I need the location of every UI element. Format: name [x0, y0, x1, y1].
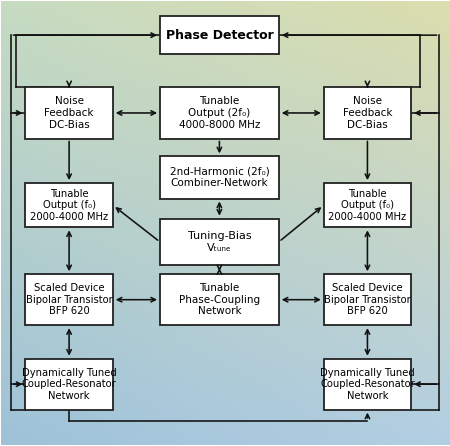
- Bar: [25, 359, 113, 410]
- Bar: [324, 359, 411, 410]
- Text: Tunable
Output (2f₀)
4000-8000 MHz: Tunable Output (2f₀) 4000-8000 MHz: [179, 96, 260, 129]
- Bar: [160, 87, 279, 139]
- Text: Dynamically Tuned
Coupled-Resonator
Network: Dynamically Tuned Coupled-Resonator Netw…: [320, 368, 415, 401]
- Text: Dynamically Tuned
Coupled-Resonator
Network: Dynamically Tuned Coupled-Resonator Netw…: [22, 368, 117, 401]
- Text: Tuning-Bias
Vₜᵤₙₑ: Tuning-Bias Vₜᵤₙₑ: [188, 231, 251, 253]
- Bar: [324, 183, 411, 227]
- Bar: [25, 183, 113, 227]
- Text: Tunable
Output (f₀)
2000-4000 MHz: Tunable Output (f₀) 2000-4000 MHz: [328, 189, 406, 222]
- Text: 2nd-Harmonic (2f₀)
Combiner-Network: 2nd-Harmonic (2f₀) Combiner-Network: [170, 167, 269, 188]
- Bar: [25, 274, 113, 325]
- Text: Scaled Device
Bipolar Transistor
BFP 620: Scaled Device Bipolar Transistor BFP 620: [26, 283, 113, 316]
- Text: Noise
Feedback
DC-Bias: Noise Feedback DC-Bias: [343, 96, 392, 129]
- Bar: [160, 16, 279, 54]
- Text: Tunable
Output (f₀)
2000-4000 MHz: Tunable Output (f₀) 2000-4000 MHz: [30, 189, 108, 222]
- Bar: [160, 274, 279, 325]
- Bar: [324, 274, 411, 325]
- Text: Noise
Feedback
DC-Bias: Noise Feedback DC-Bias: [45, 96, 94, 129]
- Bar: [324, 87, 411, 139]
- Bar: [25, 87, 113, 139]
- Text: Tunable
Phase-Coupling
Network: Tunable Phase-Coupling Network: [179, 283, 260, 316]
- Bar: [160, 219, 279, 265]
- Bar: [160, 156, 279, 198]
- Text: Scaled Device
Bipolar Transistor
BFP 620: Scaled Device Bipolar Transistor BFP 620: [324, 283, 411, 316]
- Text: Phase Detector: Phase Detector: [166, 29, 273, 41]
